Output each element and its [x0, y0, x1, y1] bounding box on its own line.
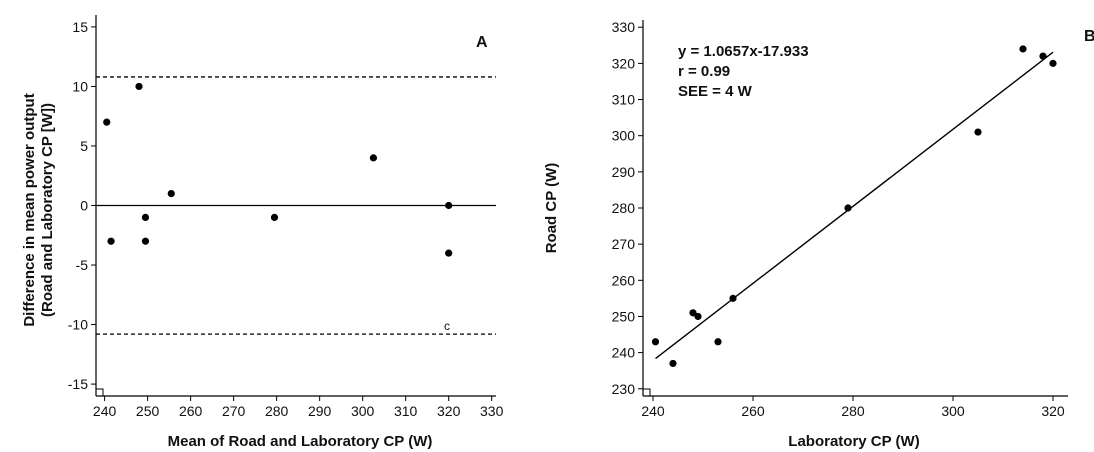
panel-a-x-tick-label: 290 [308, 403, 332, 419]
panel-b-y-tick-label: 330 [612, 19, 636, 35]
panel-b-data-point [974, 128, 982, 136]
panel-a-data-point [107, 237, 115, 245]
panel-b-x-tick-label: 240 [641, 403, 665, 419]
panel-b-x-tick-label: 260 [741, 403, 765, 419]
panel-b-x-tick-label: 280 [841, 403, 865, 419]
panel-b-x-tick-label: 300 [941, 403, 965, 419]
panel-b-letter: B [1084, 28, 1094, 45]
panel-b-y-tick-label: 270 [612, 236, 636, 252]
panel-b-data-point [1049, 59, 1057, 67]
panel-b-y-tick-label: 240 [612, 345, 636, 361]
panel-b-y-tick-label: 230 [612, 381, 636, 397]
panel-a-x-tick-label: 320 [437, 403, 461, 419]
panel-a-data-point [445, 201, 453, 210]
panel-b-data-point [729, 294, 737, 302]
panel-b-data-point [714, 338, 722, 346]
panel-a-x-tick-label: 330 [480, 403, 504, 419]
panel-a-data-point [270, 213, 279, 222]
panel-b-data-point [694, 312, 702, 321]
panel-a-ylabel-line1: Difference in mean power output [21, 93, 38, 326]
panel-b-y-tick-label: 320 [612, 55, 636, 71]
panel-a-y-tick-label: 10 [72, 78, 88, 94]
panel-a-data-point [135, 82, 143, 91]
panel-b-data-point [669, 359, 677, 368]
panel-a-corner-mark [96, 388, 104, 396]
panel-b-regression-line [655, 51, 1054, 360]
panel-a-x-tick-label: 260 [179, 403, 203, 419]
panel-a-y-tick-label: 5 [80, 138, 88, 154]
panel-a-y-tick-label: -15 [68, 376, 88, 392]
panel-a-data-point [445, 249, 453, 257]
panel-b-equation: y = 1.0657x-17.933 [678, 43, 809, 60]
panel-b-r-value: r = 0.99 [678, 63, 730, 80]
panel-a-x-tick-label: 300 [351, 403, 375, 419]
panel-a-y-tick-label: -5 [76, 257, 89, 273]
panel-a-data-point [141, 213, 150, 222]
panel-b-data-point [689, 309, 697, 317]
panel-a-letter: A [476, 34, 488, 51]
panel-b-data-point [1039, 52, 1047, 60]
panel-a-data-point [369, 154, 378, 162]
panel-b-y-tick-label: 310 [612, 92, 636, 108]
panel-b-data-point [844, 204, 852, 212]
panel-a-y-tick-label: 0 [80, 198, 88, 214]
panel-a-x-tick-label: 280 [265, 403, 289, 419]
panel-b-chart: Road CP (W) Laboratory CP (W) B y = 1.06… [543, 19, 1094, 450]
panel-a-data-point [103, 118, 111, 126]
panel-a-ylabel-line2: (Road and Laboratory CP [W]) [39, 103, 56, 317]
panel-b-xlabel: Laboratory CP (W) [788, 433, 919, 450]
panel-a-xlabel: Mean of Road and Laboratory CP (W) [168, 433, 433, 450]
panel-a-y-tick-label: -10 [68, 317, 88, 333]
panel-b-ylabel: Road CP (W) [543, 163, 560, 254]
panel-b-y-tick-label: 300 [612, 128, 636, 144]
panel-b-data-point [1019, 45, 1027, 53]
panel-b-corner-mark [643, 388, 651, 396]
panel-a-x-tick-label: 240 [93, 403, 117, 419]
panel-a-y-tick-label: 15 [72, 19, 88, 35]
panel-a-chart: Difference in mean power output (Road an… [21, 15, 504, 450]
panel-a-x-tick-label: 250 [136, 403, 160, 419]
panel-a-data-point [141, 237, 150, 245]
panel-a-x-tick-label: 270 [222, 403, 246, 419]
panel-a-data-point [167, 189, 175, 198]
panel-b-y-tick-label: 280 [612, 200, 636, 216]
panel-b-y-tick-label: 250 [612, 308, 636, 324]
panel-b-data-point [651, 338, 660, 346]
panel-b-see-value: SEE = 4 W [678, 83, 753, 100]
panel-b-x-tick-label: 320 [1041, 403, 1065, 419]
panel-b-y-tick-label: 290 [612, 164, 636, 180]
panel-a-x-tick-label: 310 [394, 403, 418, 419]
panel-a-annotation: c [444, 319, 450, 333]
panel-b-y-tick-label: 260 [612, 272, 636, 288]
